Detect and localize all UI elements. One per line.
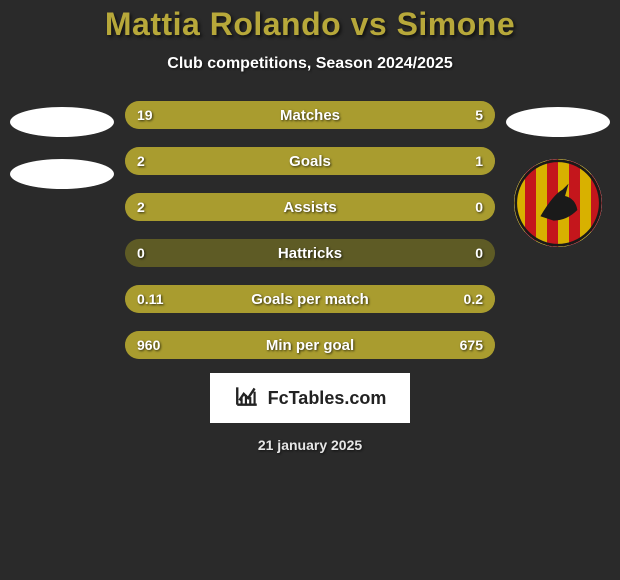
stat-value-right: 0 <box>475 239 483 267</box>
stat-fill-right <box>417 101 495 129</box>
right-side-column <box>503 101 613 247</box>
stat-bar: 20Assists <box>125 193 495 221</box>
stat-fill-left <box>125 285 258 313</box>
body-row: 195Matches 21Goals 20Assists 0 0Hattricks 0.1… <box>0 101 620 359</box>
stats-column: 195Matches 21Goals 20Assists 0 0Hattricks 0.1… <box>125 101 495 359</box>
stat-fill-left <box>125 193 495 221</box>
player2-badge-placeholder <box>506 107 610 137</box>
stat-bar: 0 0Hattricks <box>125 239 495 267</box>
stat-bar: 21Goals <box>125 147 495 175</box>
stat-fill-right <box>373 147 495 175</box>
stat-value-left: 0 <box>137 239 145 267</box>
page-subtitle: Club competitions, Season 2024/2025 <box>167 55 452 73</box>
stat-bar: 195Matches <box>125 101 495 129</box>
benevento-logo <box>514 159 602 247</box>
stat-fill-right <box>343 331 495 359</box>
brand-text: FcTables.com <box>268 388 387 409</box>
stat-fill-left <box>125 101 417 129</box>
player1-badge-placeholder <box>10 107 114 137</box>
chart-icon <box>234 383 260 414</box>
root-container: Mattia Rolando vs Simone Club competitio… <box>0 0 620 580</box>
stat-fill-left <box>125 331 343 359</box>
stat-fill-left <box>125 147 373 175</box>
left-side-column <box>7 101 117 189</box>
page-title: Mattia Rolando vs Simone <box>105 6 515 43</box>
stat-fill-right <box>258 285 495 313</box>
brand-badge[interactable]: FcTables.com <box>210 373 410 423</box>
stat-bar: 960675Min per goal <box>125 331 495 359</box>
footer-date: 21 january 2025 <box>258 437 362 453</box>
stat-label: Hattricks <box>125 239 495 267</box>
stat-bar: 0.110.2Goals per match <box>125 285 495 313</box>
player1-club-placeholder <box>10 159 114 189</box>
